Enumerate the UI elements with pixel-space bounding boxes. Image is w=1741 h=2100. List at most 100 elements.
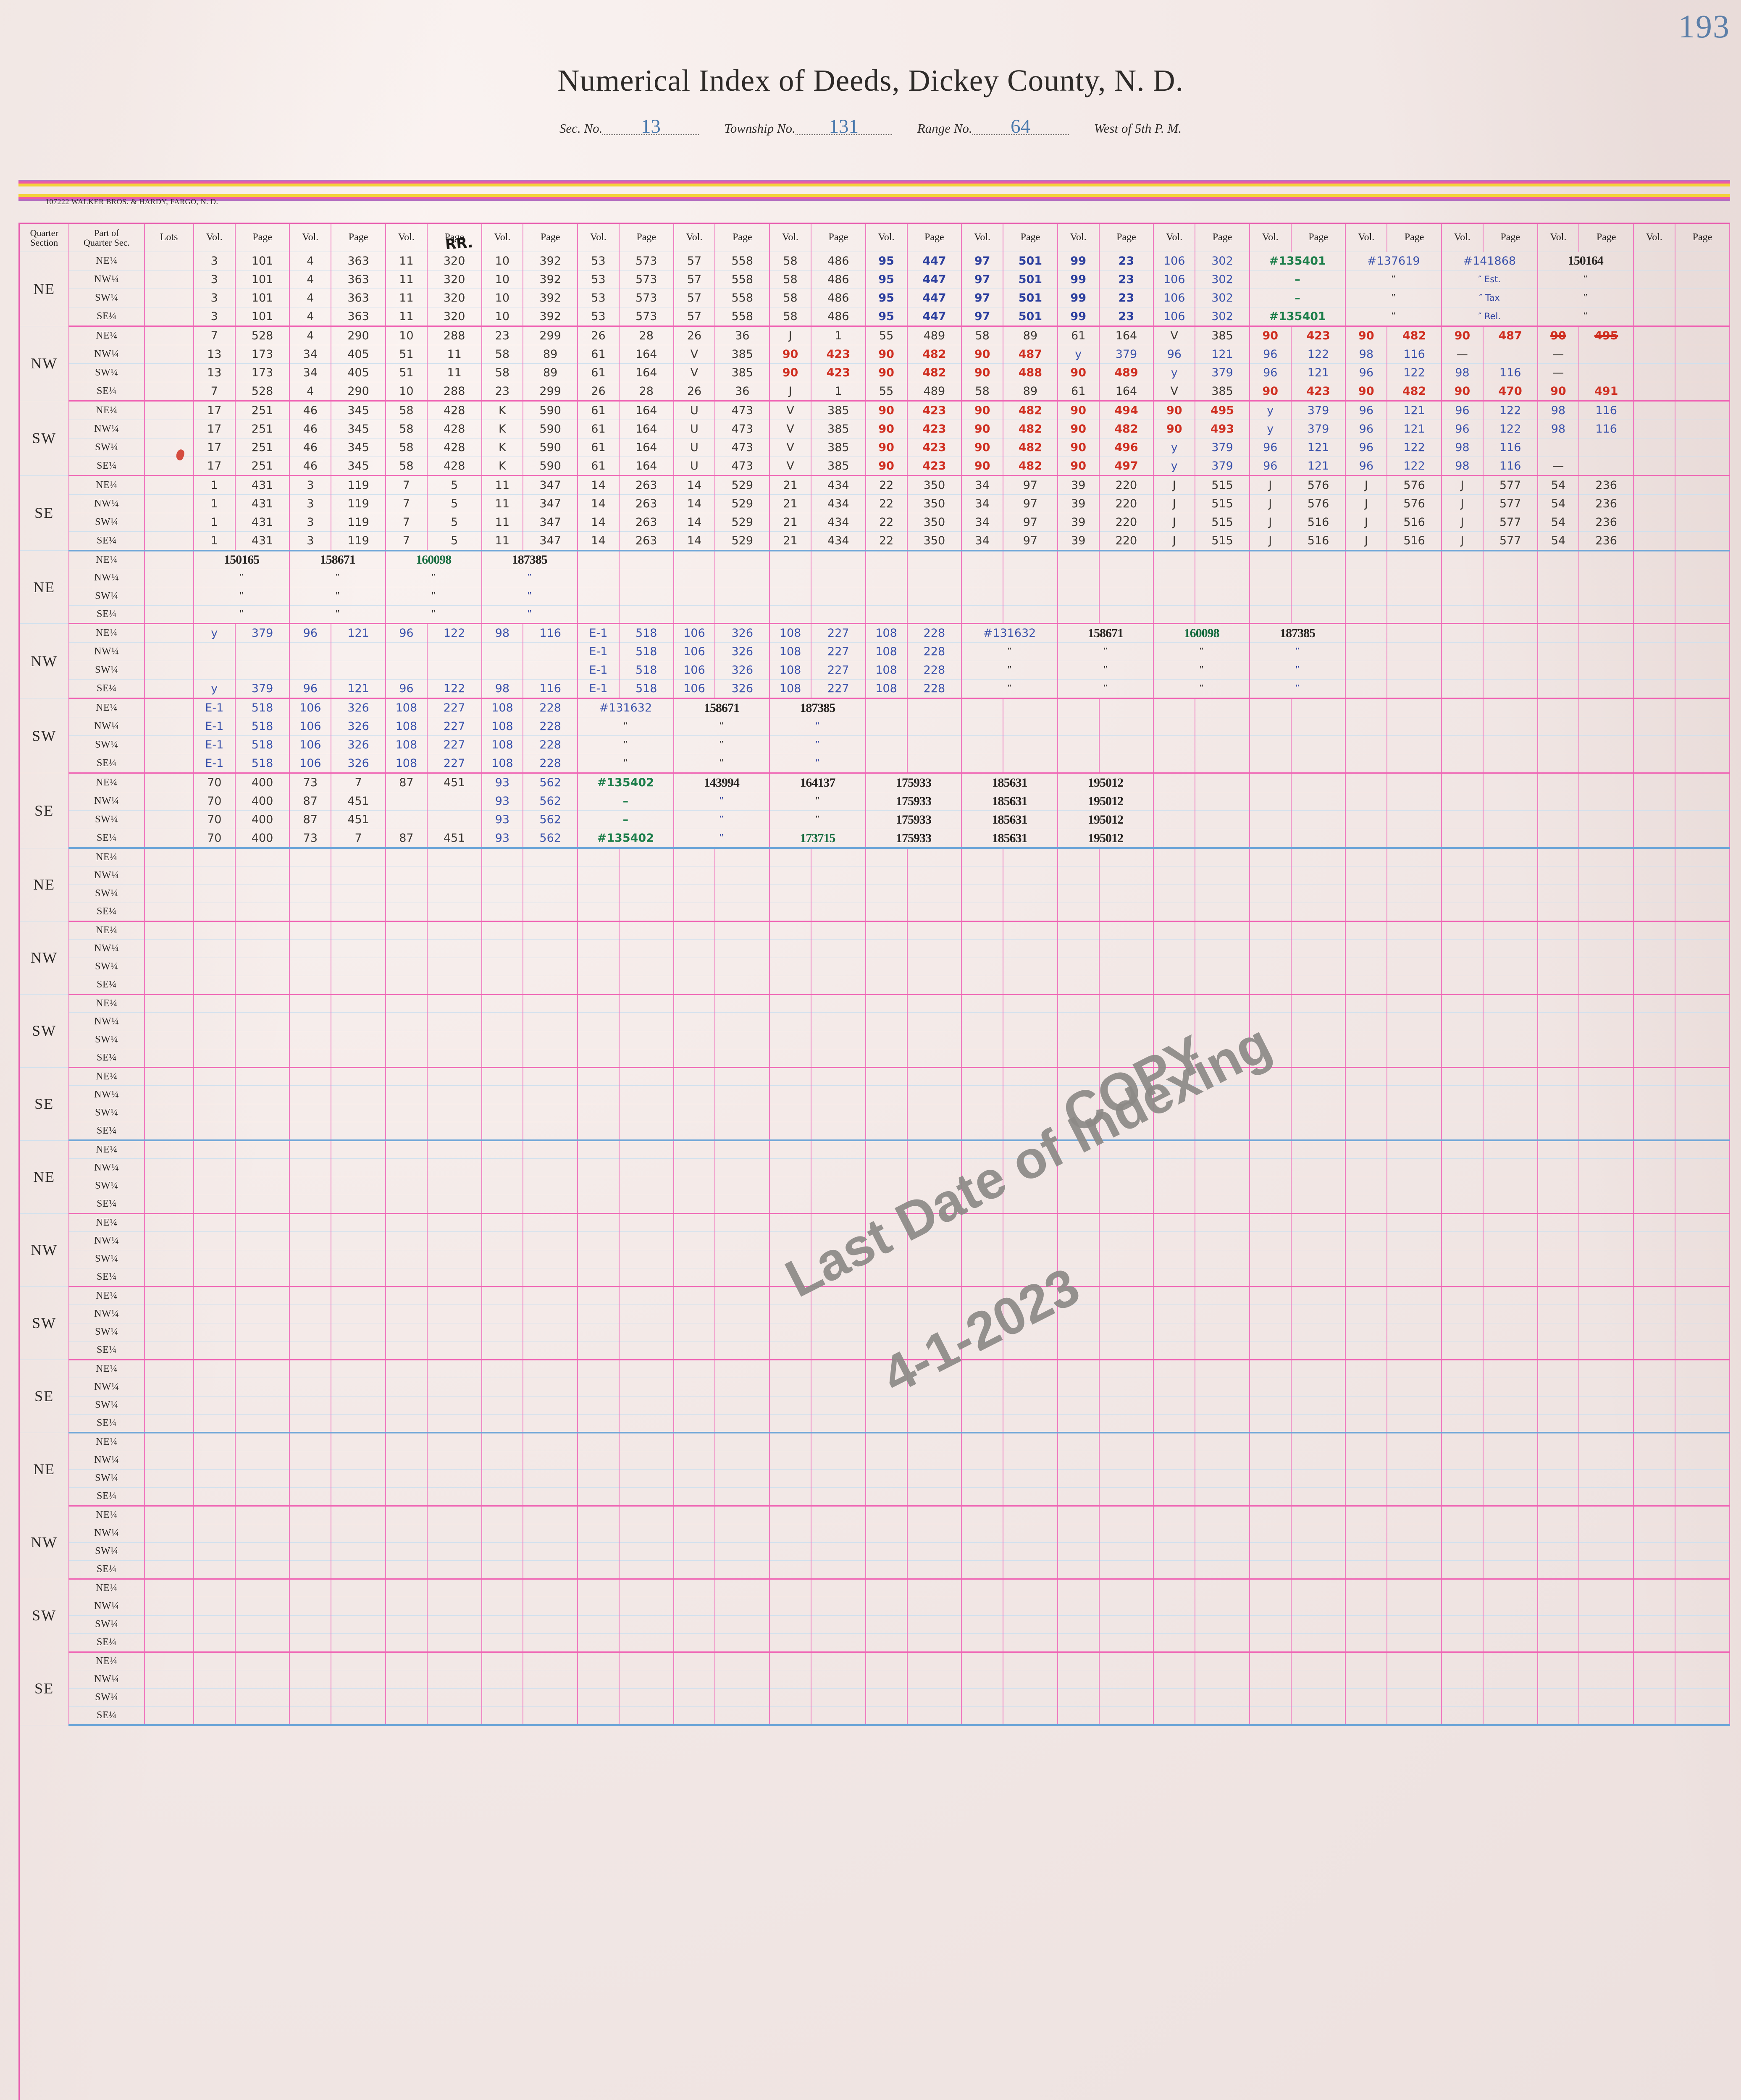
entry-cell[interactable] (331, 1487, 386, 1507)
entry-cell[interactable] (1249, 1487, 1292, 1507)
entry-cell[interactable] (907, 1414, 962, 1433)
entry-cell[interactable]: 392 (523, 307, 578, 327)
entry-cell[interactable] (235, 1177, 290, 1195)
entry-cell[interactable] (1537, 569, 1580, 587)
entry-cell[interactable] (1537, 1067, 1580, 1086)
entry-cell[interactable] (1291, 1305, 1346, 1323)
entry-cell[interactable] (1633, 363, 1675, 382)
entry-cell[interactable] (331, 1542, 386, 1561)
entry-cell[interactable] (811, 1433, 866, 1451)
entry-cell[interactable] (578, 1451, 620, 1470)
entry-cell[interactable] (523, 848, 578, 866)
entry-cell[interactable]: 90 (961, 345, 1004, 364)
entry-cell[interactable] (1483, 866, 1538, 885)
entry-cell[interactable] (1633, 958, 1675, 976)
entry-cell[interactable] (1537, 1140, 1580, 1159)
entry-cell[interactable]: 428 (427, 401, 482, 420)
entry-cell[interactable] (427, 939, 482, 958)
entry-cell[interactable] (1387, 1396, 1442, 1415)
entry-cell[interactable] (1345, 1158, 1388, 1177)
entry-cell[interactable]: 34 (961, 494, 1004, 513)
entry-cell[interactable] (1579, 1268, 1634, 1287)
entry-cell[interactable] (1387, 792, 1442, 811)
entry-cell[interactable] (769, 939, 811, 958)
entry-cell[interactable] (523, 903, 578, 922)
entry-cell[interactable]: 288 (427, 326, 482, 345)
entry-cell[interactable] (385, 848, 428, 866)
entry-cell[interactable] (289, 1688, 332, 1707)
entry-cell[interactable] (523, 1579, 578, 1597)
entry-cell[interactable] (1675, 569, 1730, 587)
entry-cell[interactable]: 400 (235, 792, 290, 811)
entry-cell[interactable]: ″ (1345, 289, 1442, 307)
entry-cell[interactable] (1633, 1378, 1675, 1396)
entry-cell[interactable] (1099, 1250, 1154, 1268)
entry-cell[interactable] (1195, 550, 1250, 569)
entry-cell[interactable]: ″ (1057, 642, 1154, 661)
entry-cell[interactable] (1153, 903, 1196, 922)
entry-cell[interactable] (907, 1560, 962, 1580)
entry-cell[interactable]: 347 (523, 513, 578, 532)
entry-cell[interactable]: 90 (961, 420, 1004, 438)
entry-cell[interactable]: ″ (578, 717, 674, 736)
entry-cell[interactable]: 121 (331, 679, 386, 699)
entry-cell[interactable] (1633, 569, 1675, 587)
entry-cell[interactable]: – (1249, 289, 1346, 307)
entry-cell[interactable] (578, 1469, 620, 1488)
entry-cell[interactable] (1345, 1615, 1388, 1634)
entry-cell[interactable] (1291, 1250, 1346, 1268)
lots-cell[interactable] (144, 569, 194, 587)
entry-cell[interactable] (1003, 1633, 1058, 1653)
entry-cell[interactable] (907, 1433, 962, 1451)
entry-cell[interactable] (235, 1012, 290, 1031)
entry-cell[interactable] (961, 1067, 1004, 1086)
entry-cell[interactable]: 36 (715, 326, 770, 345)
entry-cell[interactable] (865, 1652, 908, 1670)
entry-cell[interactable] (1249, 550, 1292, 569)
entry-cell[interactable] (235, 1633, 290, 1653)
entry-cell[interactable] (1291, 1231, 1346, 1250)
entry-cell[interactable] (1633, 1140, 1675, 1159)
entry-cell[interactable]: 90 (1249, 326, 1292, 345)
entry-cell[interactable]: 228 (523, 698, 578, 717)
entry-cell[interactable]: y (1057, 345, 1100, 364)
entry-cell[interactable] (1579, 1140, 1634, 1159)
entry-cell[interactable] (961, 1542, 1004, 1561)
entry-cell[interactable] (1099, 1177, 1154, 1195)
entry-cell[interactable] (578, 1158, 620, 1177)
entry-cell[interactable] (1249, 569, 1292, 587)
entry-cell[interactable] (1633, 623, 1675, 643)
entry-cell[interactable] (481, 1195, 524, 1214)
entry-cell[interactable] (1483, 735, 1538, 754)
lots-cell[interactable] (144, 1231, 194, 1250)
entry-cell[interactable]: ″ (1249, 679, 1346, 699)
entry-cell[interactable]: 96 (1345, 420, 1388, 438)
entry-cell[interactable] (235, 1396, 290, 1415)
entry-cell[interactable] (481, 1177, 524, 1195)
entry-cell[interactable]: 87 (385, 829, 428, 849)
entry-cell[interactable]: 51 (385, 345, 428, 364)
entry-cell[interactable]: 58 (961, 326, 1004, 345)
entry-cell[interactable] (673, 569, 716, 587)
entry-cell[interactable] (1099, 605, 1154, 624)
entry-cell[interactable] (673, 1378, 716, 1396)
entry-cell[interactable] (1291, 587, 1346, 606)
entry-cell[interactable] (235, 1524, 290, 1543)
entry-cell[interactable] (523, 1140, 578, 1159)
entry-cell[interactable] (1633, 1104, 1675, 1122)
entry-cell[interactable]: E-1 (193, 698, 236, 717)
entry-cell[interactable] (619, 885, 674, 903)
entry-cell[interactable] (1633, 829, 1675, 849)
entry-cell[interactable] (523, 1305, 578, 1323)
entry-cell[interactable] (523, 1085, 578, 1104)
entry-cell[interactable]: 36 (715, 382, 770, 402)
entry-cell[interactable] (1483, 1433, 1538, 1451)
entry-cell[interactable] (1537, 735, 1580, 754)
entry-cell[interactable]: 108 (865, 642, 908, 661)
entry-cell[interactable]: 350 (907, 513, 962, 532)
entry-cell[interactable]: 7 (385, 531, 428, 551)
entry-cell[interactable]: 90 (961, 457, 1004, 476)
entry-cell[interactable] (1153, 1652, 1196, 1670)
entry-cell[interactable] (1195, 1360, 1250, 1378)
entry-cell[interactable]: 46 (289, 420, 332, 438)
